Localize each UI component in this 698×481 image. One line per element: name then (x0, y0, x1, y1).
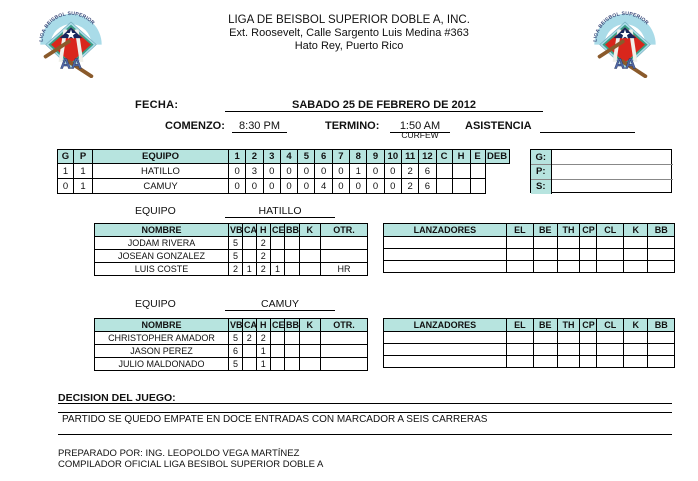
svg-text:AA: AA (614, 55, 636, 72)
svg-text:AA: AA (60, 55, 82, 72)
